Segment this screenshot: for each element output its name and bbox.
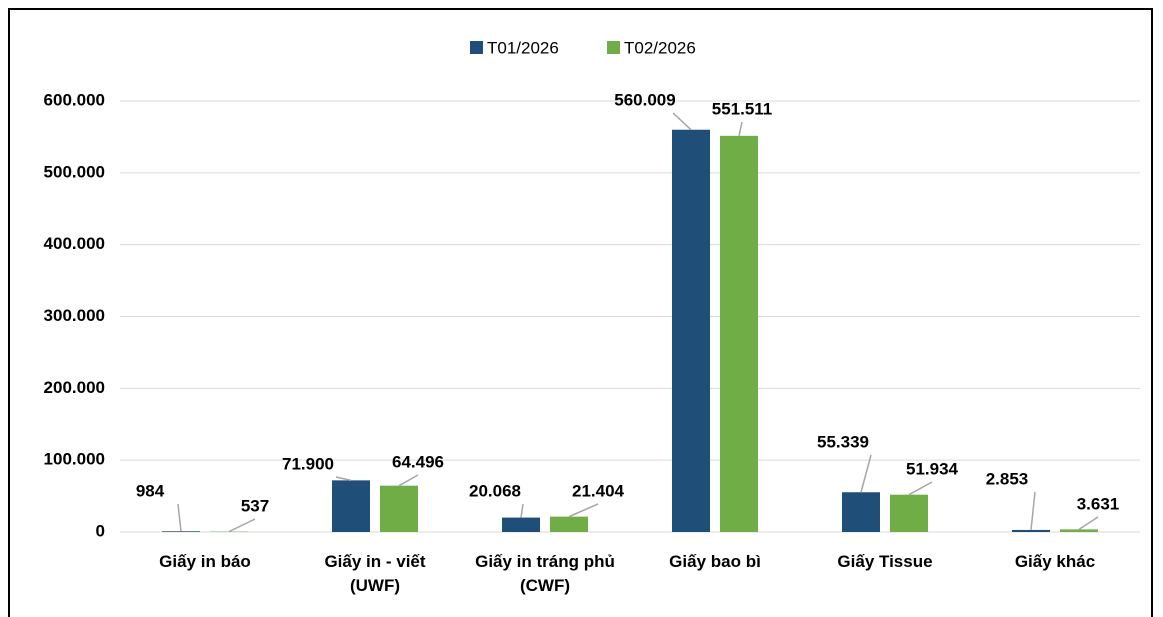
bar [550, 516, 588, 532]
bar [502, 517, 540, 532]
y-tick-label: 100.000 [44, 450, 105, 469]
leader-line [520, 503, 524, 518]
leader-line [672, 112, 692, 131]
chart-frame [8, 8, 1153, 617]
y-tick-label: 600.000 [44, 90, 105, 109]
y-tick-label: 300.000 [44, 306, 105, 325]
leader-line [568, 503, 599, 518]
legend-label: T02/2026 [624, 38, 696, 57]
bar [162, 531, 200, 532]
data-label: 20.068 [469, 481, 521, 500]
bar [1060, 529, 1098, 532]
data-label: 71.900 [282, 454, 334, 473]
leader-line [335, 476, 352, 482]
y-tick-label: 500.000 [44, 162, 105, 181]
leader-line [860, 454, 872, 493]
bar [672, 129, 710, 532]
y-tick-label: 400.000 [44, 234, 105, 253]
data-label: 3.631 [1077, 494, 1120, 513]
leader-line [1030, 491, 1036, 531]
bar [380, 485, 418, 532]
data-label: 560.009 [614, 90, 675, 109]
leader-line [398, 474, 419, 487]
bar [332, 480, 370, 532]
x-tick-label: Giấy Tissue [837, 552, 933, 571]
leader-line [228, 518, 256, 533]
bar [1012, 529, 1050, 532]
x-tick-label: Giấy bao bì [669, 552, 761, 571]
data-label: 984 [136, 481, 165, 500]
data-label: 55.339 [817, 432, 869, 451]
bar [890, 494, 928, 532]
bar [720, 135, 758, 532]
data-label: 64.496 [392, 452, 444, 471]
legend-swatch [470, 41, 483, 54]
leader-line [738, 121, 743, 136]
x-tick-label: Giấy in - viết (UWF) [324, 552, 426, 595]
x-tick-label: Giấy khác [1014, 552, 1096, 571]
legend-label: T01/2026 [487, 38, 559, 57]
data-label: 2.853 [986, 469, 1029, 488]
bar [842, 492, 880, 532]
data-label: 21.404 [572, 481, 625, 500]
legend-swatch [607, 41, 620, 54]
y-tick-label: 0 [96, 521, 105, 540]
x-tick-label: Giấy in báo [159, 552, 251, 571]
leader-line [908, 481, 933, 496]
data-label: 551.511 [712, 99, 773, 118]
leader-line [177, 503, 182, 532]
leader-line [1078, 516, 1099, 531]
data-label: 51.934 [906, 459, 959, 478]
y-tick-label: 200.000 [44, 378, 105, 397]
data-label: 537 [241, 496, 269, 515]
x-tick-label: Giấy in tráng phủ (CWF) [475, 552, 615, 595]
